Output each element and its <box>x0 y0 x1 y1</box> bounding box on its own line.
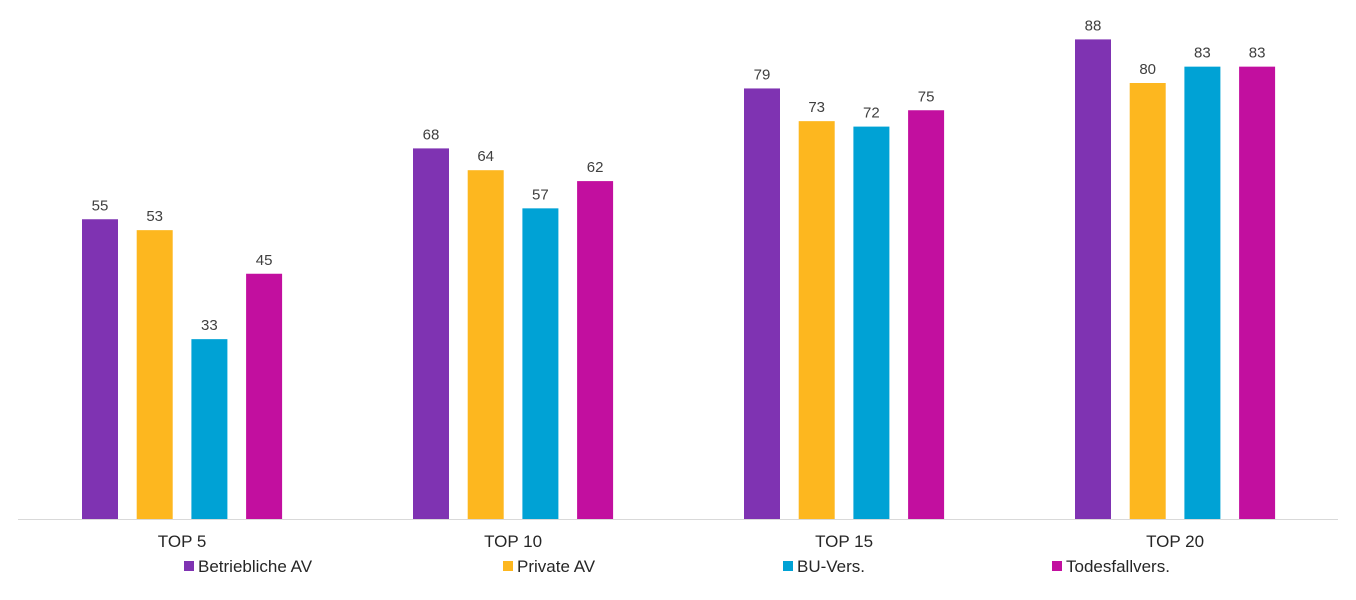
bar-bu-vers-top-20 <box>1184 66 1221 520</box>
legend-item-bu-vers: BU-Vers. <box>783 557 865 576</box>
legend-swatch-bu-vers <box>783 561 793 571</box>
value-label-bu-vers-top-5: 33 <box>201 317 218 334</box>
bar-todesfallvers-top-10 <box>577 181 614 519</box>
bars-layer <box>82 39 1276 520</box>
legend-swatch-betriebliche-av <box>184 561 194 571</box>
bar-betriebliche-av-top-15 <box>744 88 780 519</box>
value-label-betriebliche-av-top-10: 68 <box>423 126 440 143</box>
value-label-todesfallvers-top-20: 83 <box>1249 45 1266 62</box>
bar-betriebliche-av-top-10 <box>413 148 449 519</box>
legend-item-private-av: Private AV <box>503 557 596 576</box>
legend: Betriebliche AV Private AV BU-Vers. Todesfa… <box>184 557 1170 576</box>
bar-bu-vers-top-10 <box>522 208 559 519</box>
bar-todesfallvers-top-5 <box>246 273 283 519</box>
legend-label-betriebliche-av: Betriebliche AV <box>198 557 313 576</box>
legend-swatch-private-av <box>503 561 513 571</box>
value-label-private-av-top-15: 73 <box>808 99 825 116</box>
value-labels-layer: 55 53 33 45 68 64 57 62 79 73 72 75 88 80 83 83 <box>92 17 1266 334</box>
bar-private-av-top-10 <box>467 170 504 519</box>
value-label-betriebliche-av-top-15: 79 <box>754 66 771 83</box>
value-label-betriebliche-av-top-20: 88 <box>1085 17 1102 34</box>
category-label-top-20: TOP 20 <box>1146 532 1204 551</box>
bar-bu-vers-top-5 <box>191 339 228 519</box>
legend-label-private-av: Private AV <box>517 557 596 576</box>
value-label-bu-vers-top-20: 83 <box>1194 45 1211 62</box>
bar-betriebliche-av-top-5 <box>82 219 118 519</box>
value-label-betriebliche-av-top-5: 55 <box>92 197 109 214</box>
legend-swatch-todesfallvers <box>1052 561 1062 571</box>
value-label-todesfallvers-top-15: 75 <box>918 88 935 105</box>
value-label-private-av-top-5: 53 <box>146 208 163 225</box>
bar-todesfallvers-top-15 <box>908 110 945 519</box>
bar-todesfallvers-top-20 <box>1239 66 1276 520</box>
category-label-top-5: TOP 5 <box>158 532 207 551</box>
value-label-todesfallvers-top-5: 45 <box>256 252 273 269</box>
value-label-bu-vers-top-15: 72 <box>863 105 880 122</box>
value-label-private-av-top-10: 64 <box>477 148 494 165</box>
legend-label-bu-vers: BU-Vers. <box>797 557 865 576</box>
category-labels-layer: TOP 5 TOP 10 TOP 15 TOP 20 <box>158 532 1204 551</box>
value-label-private-av-top-20: 80 <box>1139 61 1156 78</box>
legend-item-betriebliche-av: Betriebliche AV <box>184 557 313 576</box>
value-label-todesfallvers-top-10: 62 <box>587 159 604 176</box>
category-label-top-15: TOP 15 <box>815 532 873 551</box>
legend-item-todesfallvers: Todesfallvers. <box>1052 557 1170 576</box>
legend-label-todesfallvers: Todesfallvers. <box>1066 557 1170 576</box>
bar-private-av-top-5 <box>136 230 173 519</box>
bar-private-av-top-20 <box>1129 83 1166 519</box>
bar-bu-vers-top-15 <box>853 126 890 519</box>
value-label-bu-vers-top-10: 57 <box>532 186 549 203</box>
bar-betriebliche-av-top-20 <box>1075 39 1111 520</box>
bar-private-av-top-15 <box>798 121 835 520</box>
category-label-top-10: TOP 10 <box>484 532 542 551</box>
